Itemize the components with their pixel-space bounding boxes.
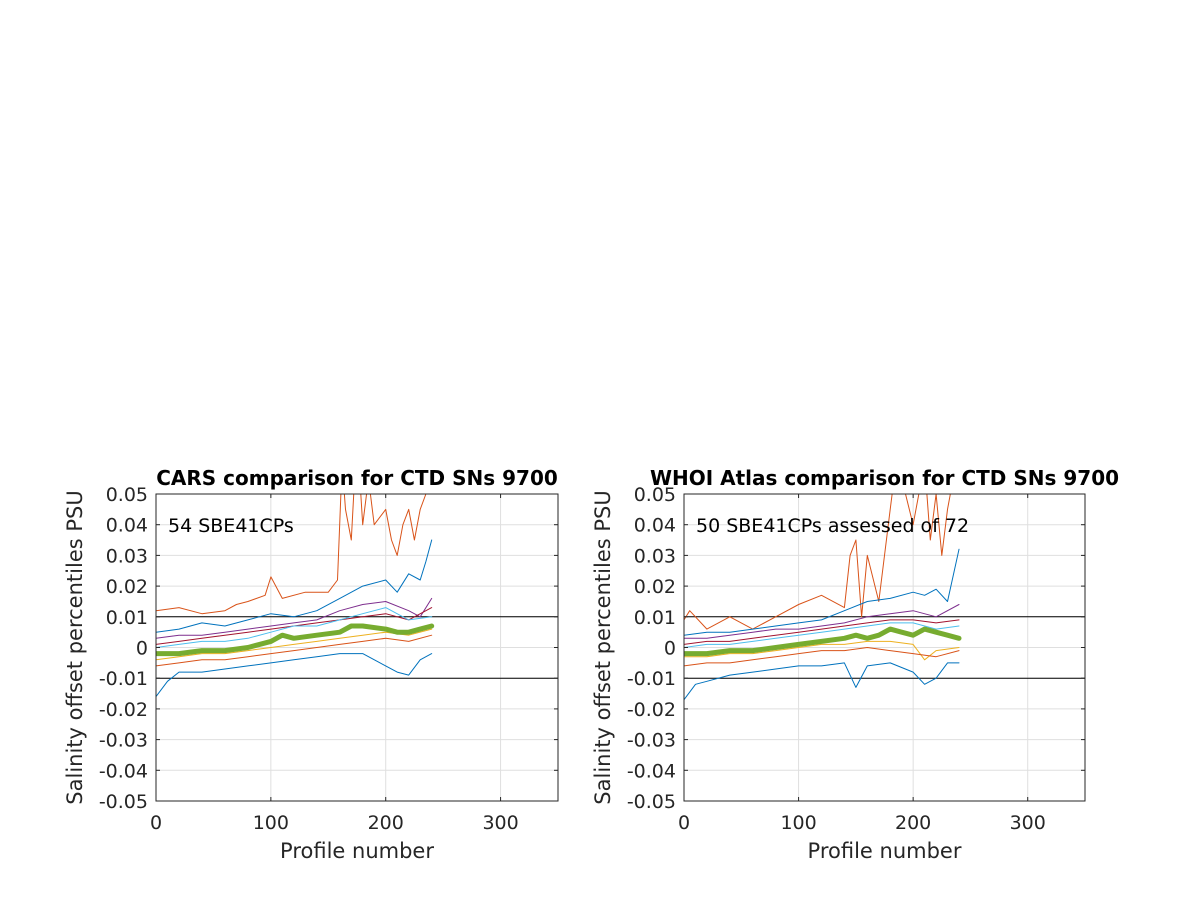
x-tick-labels: 0 100 200 300	[678, 494, 1046, 834]
y-tick-label: 0.03	[634, 545, 676, 567]
cars-comparison-panel: 0 100 200 300 -0.05 -0.04 -0.03 -0.02 -0.01 0 0.0…	[63, 466, 559, 863]
reference-lines	[156, 616, 558, 679]
chart-title: CARS comparison for CTD SNs 9700	[156, 466, 558, 490]
y-tick-label: -0.04	[99, 760, 148, 782]
percentile-line-5	[684, 640, 960, 661]
median-line	[684, 626, 962, 657]
y-tick-label: -0.01	[99, 668, 148, 690]
data-series	[684, 494, 962, 701]
y-tick-label: 0.05	[106, 484, 148, 506]
y-tick-label: 0.01	[106, 607, 148, 629]
x-tick-labels: 0 100 200 300	[150, 494, 519, 834]
y-tick-label: -0.02	[627, 699, 676, 721]
x-tick-label: 300	[1010, 812, 1046, 834]
percentile-line-2	[684, 604, 960, 639]
y-tick-label: -0.05	[627, 791, 676, 813]
percentile-line-6	[684, 647, 960, 667]
percentile-line-1	[684, 548, 960, 636]
percentile-line-1	[156, 539, 433, 633]
percentile-line-7	[156, 653, 433, 698]
y-tick-labels: -0.05 -0.04 -0.03 -0.02 -0.01 0 0.01 0.02 0.03 0.…	[627, 484, 1085, 813]
y-tick-label: 0	[136, 638, 148, 660]
percentile-line-4	[156, 607, 433, 648]
percentile-line-7	[684, 662, 960, 701]
x-tick-label: 100	[253, 812, 289, 834]
y-tick-label: -0.04	[627, 760, 676, 782]
annotation-label: 50 SBE41CPs assessed of 72	[696, 515, 969, 537]
x-axis-label: Profile number	[808, 839, 962, 863]
y-tick-label: 0.03	[106, 545, 148, 567]
y-tick-label: 0	[664, 638, 676, 660]
y-tick-label: 0.04	[634, 515, 676, 537]
x-tick-label: 300	[482, 812, 518, 834]
x-tick-label: 0	[150, 812, 162, 834]
y-tick-label: 0.01	[634, 607, 676, 629]
y-axis-label: Salinity offset percentiles PSU	[63, 490, 87, 804]
y-tick-label: 0.02	[106, 576, 148, 598]
median-line	[156, 623, 435, 657]
percentile-line-4	[684, 622, 960, 648]
y-tick-labels: -0.05 -0.04 -0.03 -0.02 -0.01 0 0.01 0.02 0.03 0.…	[99, 484, 558, 813]
x-tick-label: 0	[678, 812, 690, 834]
percentile-line-0	[156, 494, 427, 615]
percentile-line-3	[684, 619, 960, 645]
x-tick-label: 200	[368, 812, 404, 834]
y-tick-label: -0.03	[627, 730, 676, 752]
whoi-atlas-comparison-panel: 0 100 200 300 -0.05 -0.04 -0.03 -0.02 -0.01 0 0.0…	[591, 466, 1119, 863]
annotation-label: 54 SBE41CPs	[168, 515, 294, 537]
y-tick-label: -0.01	[627, 668, 676, 690]
y-tick-label: 0.02	[634, 576, 676, 598]
y-axis-label: Salinity offset percentiles PSU	[591, 490, 615, 804]
percentile-line-6	[156, 634, 433, 667]
x-axis-label: Profile number	[280, 839, 434, 863]
chart-title: WHOI Atlas comparison for CTD SNs 9700	[650, 466, 1119, 490]
reference-lines	[684, 616, 1085, 679]
y-tick-label: -0.02	[99, 699, 148, 721]
y-tick-label: -0.03	[99, 730, 148, 752]
x-tick-label: 100	[780, 812, 816, 834]
percentile-line-2	[156, 597, 433, 639]
percentile-line-5	[156, 628, 433, 661]
y-tick-label: 0.04	[106, 515, 148, 537]
x-tick-label: 200	[895, 812, 931, 834]
y-tick-label: -0.05	[99, 791, 148, 813]
data-series	[156, 494, 435, 698]
y-tick-label: 0.05	[634, 484, 676, 506]
